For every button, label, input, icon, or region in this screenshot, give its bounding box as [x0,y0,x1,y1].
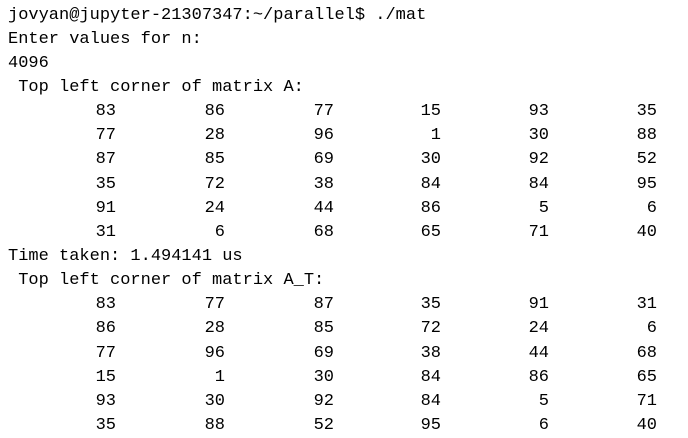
matrix-cell: 52 [313,416,334,436]
matrix-row: 35 88 52 95 6 40 [0,414,688,438]
matrix-cell: 40 [636,222,657,242]
matrix-cell: 83 [95,102,116,121]
matrix-cell: 15 [95,367,116,387]
matrix-cell: 44 [528,343,549,363]
matrix-cell: 40 [636,416,657,436]
matrix-cell: 85 [204,150,225,170]
matrix-row: 83 77 87 35 91 31 [0,293,688,317]
matrix-cell: 30 [313,367,334,387]
matrix-cell: 96 [313,126,334,146]
matrix-cell: 30 [204,391,225,411]
matrix-cell: 6 [646,319,657,339]
matrix-cell: 93 [95,391,116,411]
matrix-row: 77 28 96 1 30 88 [0,124,688,148]
matrix-row: 83 86 77 15 93 35 [0,100,688,124]
shell-prompt: jovyan@jupyter-21307347:~/parallel$ ./ma… [8,6,427,25]
matrix-cell: 69 [313,343,334,363]
matrix-cell: 86 [420,198,441,218]
input-prompt-line: Enter values for n: [0,28,688,52]
matrix-cell: 86 [528,367,549,387]
matrix-cell: 77 [95,343,116,363]
matrix-cell: 92 [313,391,334,411]
matrix-cell: 95 [636,174,657,194]
matrix-cell: 84 [420,367,441,387]
matrix-cell: 31 [95,222,116,242]
matrix-cell: 44 [313,198,334,218]
matrix-cell: 96 [204,343,225,363]
matrix-cell: 65 [420,222,441,242]
matrix-cell: 72 [420,319,441,339]
matrix-cell: 71 [636,391,657,411]
matrix-cell: 6 [538,416,549,436]
matrix-cell: 35 [420,295,441,315]
matrix-row: 86 28 85 72 24 6 [0,317,688,341]
matrix-cell: 68 [636,343,657,363]
matrix-cell: 30 [528,126,549,146]
matrix-row: 31 6 68 65 71 40 [0,221,688,245]
matrix-cell: 30 [420,150,441,170]
matrix-cell: 84 [420,174,441,194]
matrix-at-output: 83 77 87 35 91 31 86 28 85 72 24 6 77 96 69 38 44 68 15 1 30… [0,293,688,438]
matrix-cell: 77 [204,295,225,315]
matrix-cell: 87 [313,295,334,315]
matrix-cell: 24 [204,198,225,218]
input-value: 4096 [8,54,49,73]
matrix-cell: 91 [95,198,116,218]
matrix-cell: 86 [204,102,225,121]
matrix-a-heading-line: Top left corner of matrix A: [0,76,688,100]
matrix-cell: 1 [430,126,441,146]
matrix-cell: 88 [636,126,657,146]
matrix-cell: 28 [204,126,225,146]
matrix-cell: 65 [636,367,657,387]
time-taken: Time taken: 1.494141 us [8,247,243,267]
matrix-cell: 24 [528,319,549,339]
matrix-cell: 83 [95,295,116,315]
input-prompt: Enter values for n: [8,30,202,49]
matrix-cell: 35 [95,416,116,436]
matrix-row: 77 96 69 38 44 68 [0,342,688,366]
matrix-cell: 6 [646,198,657,218]
matrix-cell: 92 [528,150,549,170]
matrix-cell: 69 [313,150,334,170]
input-value-line: 4096 [0,52,688,76]
matrix-cell: 84 [420,391,441,411]
matrix-cell: 85 [313,319,334,339]
matrix-cell: 86 [95,319,116,339]
matrix-a-heading: Top left corner of matrix A: [8,78,304,97]
matrix-cell: 91 [528,295,549,315]
matrix-cell: 5 [538,198,549,218]
matrix-row: 35 72 38 84 84 95 [0,173,688,197]
matrix-cell: 68 [313,222,334,242]
matrix-cell: 28 [204,319,225,339]
matrix-cell: 87 [95,150,116,170]
matrix-row: 87 85 69 30 92 52 [0,148,688,172]
matrix-at-heading: Top left corner of matrix A_T: [8,271,325,291]
matrix-cell: 5 [538,391,549,411]
matrix-cell: 84 [528,174,549,194]
matrix-cell: 6 [214,222,225,242]
matrix-row: 91 24 44 86 5 6 [0,197,688,221]
matrix-cell: 72 [204,174,225,194]
matrix-cell: 38 [420,343,441,363]
matrix-cell: 1 [214,367,225,387]
matrix-cell: 71 [528,222,549,242]
matrix-at-heading-line: Top left corner of matrix A_T: [0,269,688,293]
matrix-cell: 95 [420,416,441,436]
time-taken-line: Time taken: 1.494141 us [0,245,688,269]
matrix-row: 93 30 92 84 5 71 [0,390,688,414]
matrix-cell: 93 [528,102,549,121]
matrix-row: 15 1 30 84 86 65 [0,366,688,390]
matrix-cell: 35 [636,102,657,121]
matrix-a-output: 83 86 77 15 93 35 77 28 96 1 30 88 87 85 69 30 92 52 35 72 3… [0,100,688,245]
matrix-cell: 88 [204,416,225,436]
command-line: jovyan@jupyter-21307347:~/parallel$ ./ma… [0,4,688,28]
matrix-cell: 38 [313,174,334,194]
matrix-cell: 52 [636,150,657,170]
matrix-cell: 77 [313,102,334,121]
matrix-cell: 31 [636,295,657,315]
matrix-cell: 77 [95,126,116,146]
matrix-cell: 15 [420,102,441,121]
matrix-cell: 35 [95,174,116,194]
